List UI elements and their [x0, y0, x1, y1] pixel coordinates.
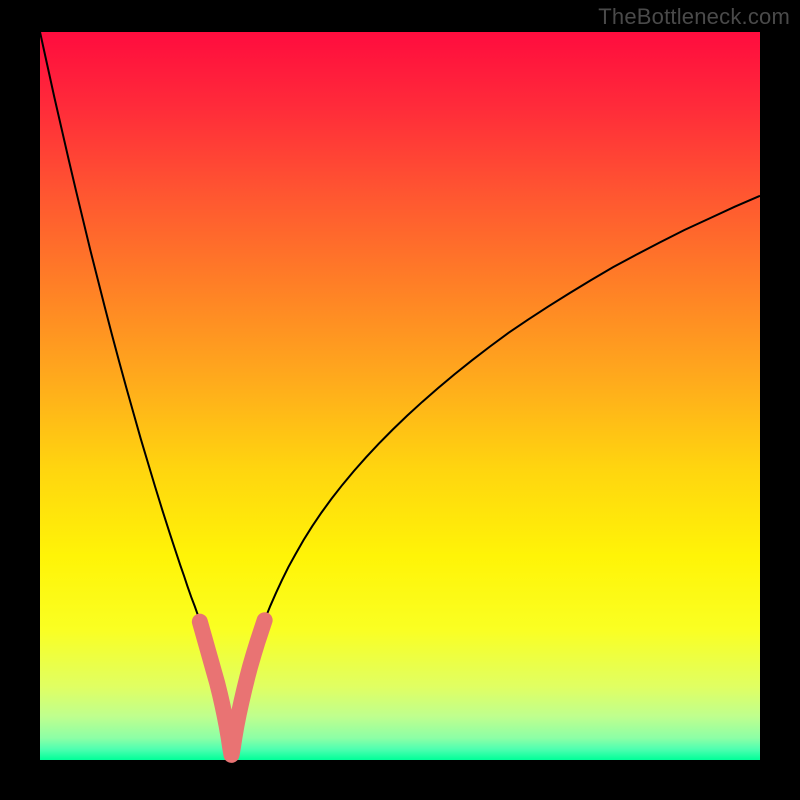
watermark-text: TheBottleneck.com — [598, 4, 790, 30]
plot-background — [40, 32, 760, 760]
chart-container: TheBottleneck.com — [0, 0, 800, 800]
chart-svg — [0, 0, 800, 800]
